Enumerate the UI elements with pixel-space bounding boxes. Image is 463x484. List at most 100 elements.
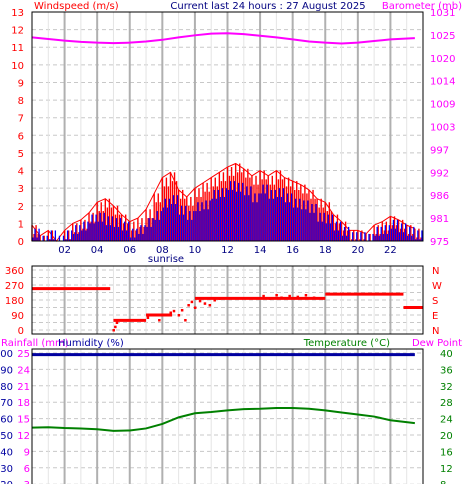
direction-point	[280, 296, 283, 299]
hour-tick-label: 08	[156, 245, 169, 256]
barometer-tick-label: 1014	[430, 77, 455, 88]
humidity-tick-label: 40	[0, 447, 13, 458]
wind-tick-label: 7	[18, 114, 24, 125]
barometer-tick-label: 1025	[430, 31, 455, 42]
direction-point	[296, 295, 300, 299]
wind-tick-label: 2	[18, 202, 24, 213]
hour-tick-label: 20	[351, 245, 364, 256]
wind-tick-label: 12	[11, 26, 24, 37]
barometer-tick-label: 1009	[430, 100, 455, 111]
hour-tick-label: 12	[221, 245, 234, 256]
rain-humidity-temp-panel: Rainfall (mm) Humidity (%) Temperature (…	[0, 338, 462, 484]
rainfall-tick-label: 21	[17, 382, 30, 393]
hour-tick-label: 18	[319, 245, 332, 256]
hour-tick-label: 06	[123, 245, 136, 256]
rainfall-title: Rainfall (mm)	[1, 338, 69, 349]
wind-tick-label: 4	[18, 167, 24, 178]
gust-line	[31, 162, 416, 242]
hour-tick-label: 22	[384, 245, 397, 256]
chart-title: Current last 24 hours : 27 August 2025	[170, 1, 365, 12]
rainfall-tick-label: 25	[17, 349, 30, 360]
dewpoint-title: Dew Point	[412, 338, 462, 349]
direction-point	[146, 316, 150, 319]
barometer-title: Barometer (mb)	[382, 1, 462, 12]
direction-point	[158, 319, 161, 322]
humidity-tick-label: 20	[0, 480, 13, 484]
temperature-tick-label: 36	[440, 365, 453, 376]
compass-tick-label: N	[432, 266, 439, 277]
direction-point	[190, 300, 194, 304]
direction-point	[164, 314, 168, 317]
direction-point	[268, 297, 272, 300]
sunrise-label: sunrise	[148, 254, 184, 265]
wind-tick-label: 11	[11, 43, 24, 54]
temperature-tick-label: 28	[440, 398, 453, 409]
direction-point	[288, 294, 291, 298]
compass-tick-label: S	[432, 296, 438, 307]
direction-point	[184, 319, 187, 322]
rainfall-tick-label: 3	[24, 480, 30, 484]
barometer-tick-label: 986	[430, 191, 449, 202]
rainfall-tick-label: 24	[17, 365, 30, 376]
temperature-tick-label: 40	[440, 349, 453, 360]
wind-tick-label: 13	[11, 8, 24, 19]
wind-barometer-panel: 0123456789101112139759819869929971003100…	[11, 8, 455, 265]
wind-tick-label: 10	[11, 61, 24, 72]
direction-panel-frame	[31, 265, 424, 335]
humidity-title: Humidity (%)	[58, 338, 124, 349]
direction-tick-label: 0	[18, 326, 24, 337]
humidity-tick-label: 60	[0, 415, 13, 426]
direction-point	[169, 311, 172, 314]
hour-tick-label: 14	[254, 245, 267, 256]
humidity-tick-label: 50	[0, 431, 13, 442]
temperature-tick-label: 12	[440, 464, 453, 475]
direction-point	[115, 321, 119, 324]
temperature-tick-label: 20	[440, 431, 453, 442]
hour-tick-label: 10	[189, 245, 202, 256]
direction-point	[208, 304, 212, 307]
wind-panel-frame	[31, 11, 424, 242]
direction-tick-label: 360	[5, 266, 24, 277]
wind-tick-label: 0	[18, 237, 24, 248]
direction-point	[180, 309, 184, 312]
barometer-line	[31, 32, 415, 45]
temperature-line	[31, 406, 415, 432]
rainfall-tick-label: 9	[24, 447, 30, 458]
direction-point	[213, 299, 216, 302]
direction-point	[198, 299, 202, 303]
rainfall-tick-label: 6	[24, 464, 30, 475]
barometer-tick-label: 1003	[430, 123, 455, 134]
direction-point	[312, 296, 316, 299]
barometer-tick-label: 997	[430, 145, 449, 156]
temperature-tick-label: 8	[440, 480, 446, 484]
barometer-tick-label: 981	[430, 214, 449, 225]
direction-point	[112, 329, 115, 332]
barometer-tick-label: 1031	[430, 8, 455, 19]
rainfall-tick-label: 12	[17, 431, 30, 442]
barometer-tick-label: 1020	[430, 54, 455, 65]
direction-point	[151, 314, 155, 317]
direction-point	[114, 325, 117, 329]
temperature-tick-label: 32	[440, 382, 453, 393]
wind-tick-label: 6	[18, 131, 24, 142]
wind-tick-label: 3	[18, 184, 24, 195]
temperature-tick-label: 16	[440, 447, 453, 458]
humidity-tick-label: 70	[0, 398, 13, 409]
direction-point	[193, 306, 197, 309]
temperature-tick-label: 24	[440, 415, 453, 426]
direction-point	[304, 294, 308, 297]
compass-tick-label: E	[432, 311, 438, 322]
direction-point	[187, 304, 190, 307]
direction-point	[203, 302, 207, 305]
compass-tick-label: W	[432, 281, 442, 292]
rain-panel-frame	[31, 348, 424, 484]
direction-tick-label: 90	[11, 311, 24, 322]
direction-tick-label: 270	[5, 281, 24, 292]
humidity-tick-label: 80	[0, 382, 13, 393]
humidity-tick-label: 30	[0, 464, 13, 475]
humidity-tick-label: 100	[0, 349, 13, 360]
direction-point	[177, 314, 181, 317]
